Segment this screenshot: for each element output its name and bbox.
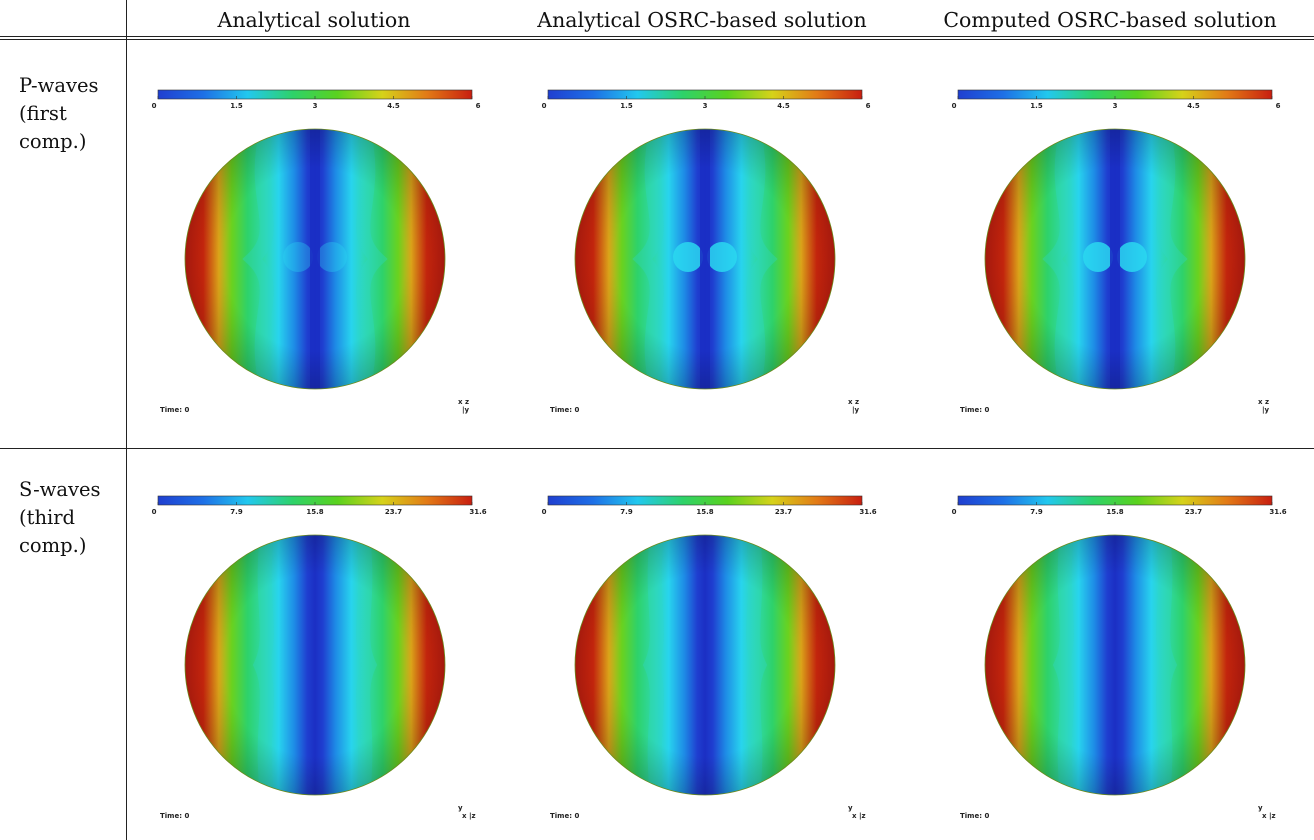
- colorbar-tick-label: 0: [542, 508, 547, 516]
- colorbar-tick-label: 0: [542, 102, 547, 110]
- svg-text:x |z: x |z: [1262, 812, 1276, 821]
- axes-orientation-icon: yx |z: [1258, 804, 1276, 821]
- time-label: Time: 0: [160, 812, 189, 820]
- column-header-analytical: Analytical solution: [217, 8, 411, 32]
- time-label: Time: 0: [160, 406, 189, 414]
- colorbar-tick-label: 31.6: [469, 508, 486, 516]
- colorbar-tick-label: 23.7: [775, 508, 792, 516]
- field-panel: 0 1.5 3 4.5 6 Time: 0 x z |y: [950, 84, 1281, 434]
- colorbar-tick-label: 15.8: [1106, 508, 1123, 516]
- colorbar-tick-label: 6: [476, 102, 481, 110]
- colorbar-tick-label: 6: [866, 102, 871, 110]
- column-header-analytical-osrc: Analytical OSRC-based solution: [537, 8, 867, 32]
- axes-orientation-icon: yx |z: [458, 804, 476, 821]
- svg-text:x z: x z: [1258, 398, 1269, 406]
- colorbar-tick-label: 7.9: [1030, 508, 1043, 516]
- field-plot: 0 7.9 15.8 23.7 31.6 Time: 0 yx |z: [952, 495, 1287, 821]
- field-panel: 0 1.5 3 4.5 6 Time: 0 x z |y: [540, 84, 871, 434]
- svg-text:|y: |y: [852, 406, 860, 415]
- time-label: Time: 0: [550, 812, 579, 820]
- axes-orientation-icon: x z|y: [848, 398, 860, 415]
- colorbar-tick-label: 0: [152, 102, 157, 110]
- sphere-field: [575, 129, 835, 389]
- colorbar-tick-label: 7.9: [620, 508, 633, 516]
- sphere-field: [185, 535, 445, 795]
- svg-text:y: y: [1258, 804, 1263, 812]
- colorbar-tick-label: 0: [952, 102, 957, 110]
- colorbar-tick-label: 1.5: [230, 102, 243, 110]
- colorbar-tick-label: 4.5: [777, 102, 790, 110]
- sphere-field: [185, 129, 445, 389]
- colorbar-tick-label: 6: [1276, 102, 1281, 110]
- colorbar-tick-label: 23.7: [385, 508, 402, 516]
- axes-orientation-icon: yx |z: [848, 804, 866, 821]
- table-header-rule-top: [0, 36, 1314, 37]
- colorbar-tick-label: 23.7: [1185, 508, 1202, 516]
- row-label-line: S-waves: [19, 478, 101, 501]
- colorbar-tick-label: 0: [152, 508, 157, 516]
- svg-text:x |z: x |z: [462, 812, 476, 821]
- field-plot: 0 1.5 3 4.5 6 Time: 0 x z|y: [542, 89, 871, 415]
- row-label-line: comp.): [19, 534, 87, 557]
- sphere-field: [985, 535, 1245, 795]
- colorbar-tick-label: 4.5: [387, 102, 400, 110]
- field-panel: 0 1.5 3 4.5 6 Time: 0 x z |y: [150, 84, 481, 434]
- field-plot: 0 1.5 3 4.5 6 Time: 0 x z|y: [952, 89, 1281, 415]
- row-label-line: (third: [19, 506, 76, 529]
- row-label-line: comp.): [19, 130, 87, 153]
- sphere-field: [575, 535, 835, 795]
- svg-text:|y: |y: [462, 406, 470, 415]
- colorbar-tick-label: 3: [703, 102, 708, 110]
- colorbar-tick-label: 31.6: [1269, 508, 1286, 516]
- axes-orientation-icon: x z|y: [1258, 398, 1270, 415]
- colorbar-tick-label: 1.5: [1030, 102, 1043, 110]
- row-label-s-waves: S-waves (third comp.): [19, 476, 101, 560]
- colorbar-tick-label: 3: [313, 102, 318, 110]
- colorbar-tick-label: 1.5: [620, 102, 633, 110]
- table-row-divider: [0, 448, 1314, 449]
- row-label-line: (first: [19, 102, 67, 125]
- axes-orientation-icon: x z|y: [458, 398, 470, 415]
- time-label: Time: 0: [960, 406, 989, 414]
- colorbar-tick-label: 7.9: [230, 508, 243, 516]
- field-plot: 0 1.5 3 4.5 6 Time: 0 x z|y: [152, 89, 481, 415]
- svg-text:y: y: [458, 804, 463, 812]
- table-header-rule-bottom: [0, 39, 1314, 40]
- svg-text:x z: x z: [458, 398, 469, 406]
- colorbar-tick-label: 31.6: [859, 508, 876, 516]
- table-column-divider: [126, 0, 127, 840]
- colorbar-tick-label: 15.8: [306, 508, 323, 516]
- time-label: Time: 0: [550, 406, 579, 414]
- column-header-computed-osrc: Computed OSRC-based solution: [943, 8, 1277, 32]
- time-label: Time: 0: [960, 812, 989, 820]
- colorbar-tick-label: 15.8: [696, 508, 713, 516]
- colorbar-tick-label: 4.5: [1187, 102, 1200, 110]
- svg-text:|y: |y: [1262, 406, 1270, 415]
- colorbar-tick-label: 3: [1113, 102, 1118, 110]
- svg-text:x z: x z: [848, 398, 859, 406]
- field-plot: 0 7.9 15.8 23.7 31.6 Time: 0 yx |z: [542, 495, 877, 821]
- svg-text:y: y: [848, 804, 853, 812]
- sphere-field: [985, 129, 1245, 389]
- row-label-p-waves: P-waves (first comp.): [19, 72, 99, 156]
- colorbar-tick-label: 0: [952, 508, 957, 516]
- svg-text:x |z: x |z: [852, 812, 866, 821]
- field-plot: 0 7.9 15.8 23.7 31.6 Time: 0 yx |z: [152, 495, 487, 821]
- row-label-line: P-waves: [19, 74, 99, 97]
